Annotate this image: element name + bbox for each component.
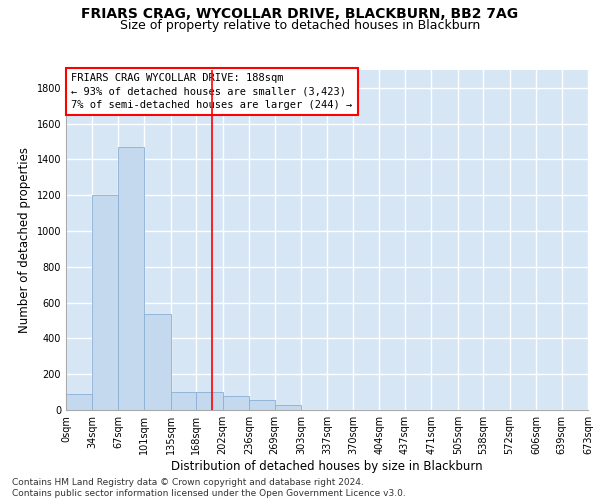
X-axis label: Distribution of detached houses by size in Blackburn: Distribution of detached houses by size … <box>171 460 483 473</box>
Text: Contains HM Land Registry data © Crown copyright and database right 2024.
Contai: Contains HM Land Registry data © Crown c… <box>12 478 406 498</box>
Text: Size of property relative to detached houses in Blackburn: Size of property relative to detached ho… <box>120 18 480 32</box>
Text: FRIARS CRAG, WYCOLLAR DRIVE, BLACKBURN, BB2 7AG: FRIARS CRAG, WYCOLLAR DRIVE, BLACKBURN, … <box>82 8 518 22</box>
Bar <box>145 314 171 410</box>
Bar <box>275 404 301 410</box>
Bar <box>249 400 275 410</box>
Text: FRIARS CRAG WYCOLLAR DRIVE: 188sqm
← 93% of detached houses are smaller (3,423)
: FRIARS CRAG WYCOLLAR DRIVE: 188sqm ← 93%… <box>71 74 352 110</box>
Bar <box>66 394 92 410</box>
Bar <box>171 392 196 410</box>
Bar <box>223 396 249 410</box>
Bar <box>196 392 223 410</box>
Bar <box>118 147 145 410</box>
Bar <box>92 196 118 410</box>
Y-axis label: Number of detached properties: Number of detached properties <box>18 147 31 333</box>
